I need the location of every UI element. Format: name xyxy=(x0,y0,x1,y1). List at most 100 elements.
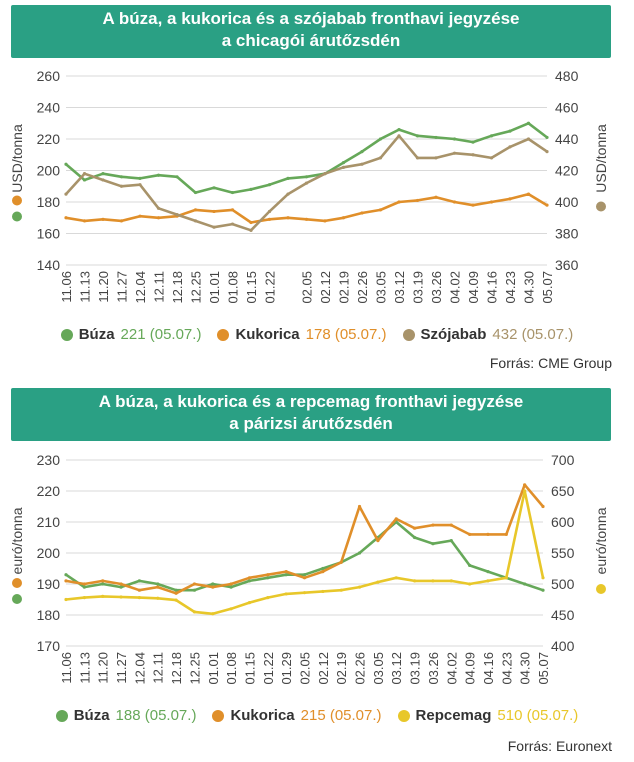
data-point-2 xyxy=(175,213,179,217)
data-point-1 xyxy=(323,219,327,223)
data-point-2 xyxy=(119,595,123,599)
data-point-2 xyxy=(526,137,531,141)
data-point-0 xyxy=(415,134,420,138)
x-tick-label: 01.29 xyxy=(279,652,294,685)
y-right-tick-label: 400 xyxy=(551,638,575,654)
data-point-0 xyxy=(249,187,253,191)
x-tick-label: 02.26 xyxy=(353,652,368,685)
data-point-2 xyxy=(137,596,141,600)
x-tick-label: 04.30 xyxy=(522,271,537,304)
legend-item-szojabab: Szójabab 432 (05.07.) xyxy=(402,326,574,343)
legend-item-kukorica: Kukorica 178 (05.07.) xyxy=(217,326,387,343)
x-tick-label: 03.12 xyxy=(389,652,404,685)
data-point-0 xyxy=(508,129,512,133)
legend-value: 221 (05.07.) xyxy=(120,326,202,343)
data-point-0 xyxy=(247,579,252,583)
y-left-axis-title: USD/tonna xyxy=(9,124,25,193)
data-point-0 xyxy=(545,135,549,140)
data-point-2 xyxy=(357,585,362,589)
data-point-1 xyxy=(211,585,215,589)
data-point-2 xyxy=(249,228,253,232)
x-tick-label: 05.07 xyxy=(540,271,555,304)
data-point-1 xyxy=(452,200,457,204)
left-axis-dot xyxy=(12,211,22,222)
data-point-2 xyxy=(211,612,215,616)
data-point-1 xyxy=(64,579,68,583)
y-left-tick-label: 220 xyxy=(37,131,61,147)
x-tick-label: 01.08 xyxy=(224,652,239,685)
data-point-2 xyxy=(192,610,197,614)
legend-value: 432 (05.07.) xyxy=(492,326,574,343)
legend-name: Repcemag xyxy=(415,707,492,724)
data-point-1 xyxy=(82,219,87,223)
data-point-1 xyxy=(504,532,508,536)
data-point-0 xyxy=(286,176,290,180)
x-tick-label: 04.09 xyxy=(463,652,478,685)
data-point-1 xyxy=(412,526,417,530)
y-left-tick-label: 160 xyxy=(37,226,61,242)
data-point-2 xyxy=(229,607,233,611)
data-point-0 xyxy=(360,150,364,154)
legend-item-repcemag: Repcemag 510 (05.07.) xyxy=(397,707,578,724)
y-right-tick-label: 440 xyxy=(555,131,579,147)
x-tick-label: 12.04 xyxy=(132,652,147,685)
x-tick-label: 12.11 xyxy=(152,271,167,303)
legend-name: Kukorica xyxy=(230,707,295,724)
data-point-0 xyxy=(229,585,233,589)
data-point-1 xyxy=(101,579,105,583)
x-tick-label: 12.04 xyxy=(133,271,148,304)
data-point-0 xyxy=(119,175,124,179)
data-point-1 xyxy=(249,220,253,225)
data-point-2 xyxy=(397,134,401,138)
series-line-2 xyxy=(65,489,545,616)
x-tick-label: 04.02 xyxy=(448,271,463,304)
data-point-1 xyxy=(193,208,198,212)
data-point-1 xyxy=(286,216,290,220)
y-right-tick-label: 360 xyxy=(555,257,579,273)
data-point-2 xyxy=(431,579,435,583)
data-point-1 xyxy=(397,200,401,204)
x-tick-label: 04.09 xyxy=(466,271,481,304)
data-point-2 xyxy=(101,594,105,598)
data-point-2 xyxy=(266,596,270,600)
data-point-0 xyxy=(156,173,161,177)
data-point-1 xyxy=(341,216,346,220)
data-point-0 xyxy=(341,161,346,165)
data-point-2 xyxy=(378,156,383,160)
x-tick-label: 05.07 xyxy=(536,652,551,685)
x-tick-label: 03.19 xyxy=(411,271,426,304)
data-point-2 xyxy=(138,183,142,187)
data-point-1 xyxy=(508,197,512,201)
y-left-tick-label: 190 xyxy=(37,576,61,592)
data-point-1 xyxy=(339,560,343,564)
data-point-0 xyxy=(193,190,198,195)
data-point-2 xyxy=(394,576,398,580)
x-tick-label: 11.06 xyxy=(59,271,74,303)
data-point-1 xyxy=(266,573,270,577)
x-tick-label: 02.19 xyxy=(334,652,349,685)
legend-dot xyxy=(60,328,73,341)
y-right-tick-label: 420 xyxy=(555,163,579,179)
series-line-0 xyxy=(65,520,544,592)
data-point-2 xyxy=(193,219,198,223)
x-tick-label: 02.12 xyxy=(316,652,331,685)
data-point-0 xyxy=(526,121,531,125)
y-right-axis-title: euró/tonna xyxy=(593,507,609,574)
data-point-0 xyxy=(304,175,309,179)
data-point-1 xyxy=(304,217,309,221)
data-point-0 xyxy=(471,140,475,144)
chart-paris: 170 180 190 200 210 220 230 400 450 500 550 600 650 7… xyxy=(9,452,609,685)
data-point-2 xyxy=(302,591,307,595)
data-point-2 xyxy=(486,579,490,583)
data-point-2 xyxy=(321,589,325,594)
legend-dot xyxy=(402,328,415,341)
x-tick-label: 11.20 xyxy=(96,271,111,303)
data-point-0 xyxy=(541,588,545,592)
x-tick-label: 01.15 xyxy=(244,271,259,304)
data-point-0 xyxy=(211,582,215,586)
chart-title-chicago: A búza, a kukorica és a szójabab frontha… xyxy=(11,5,611,58)
legend-item-kukorica: Kukorica 215 (05.07.) xyxy=(212,707,382,724)
x-tick-label: 11.06 xyxy=(59,652,74,684)
data-point-1 xyxy=(468,532,472,536)
data-point-0 xyxy=(434,135,438,140)
